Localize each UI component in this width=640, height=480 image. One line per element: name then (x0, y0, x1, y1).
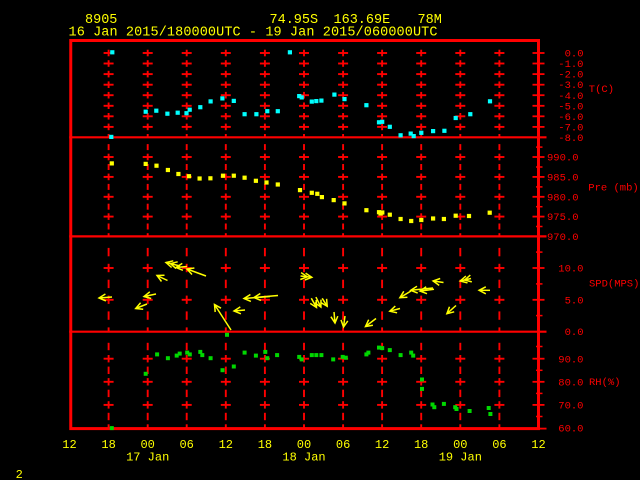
svg-text:-8.0: -8.0 (558, 133, 583, 145)
svg-text:-7.0: -7.0 (558, 123, 583, 135)
svg-text:163.69E: 163.69E (334, 13, 391, 28)
svg-text:5.0: 5.0 (565, 295, 584, 307)
svg-text:06: 06 (492, 438, 506, 452)
svg-text:80.0: 80.0 (558, 377, 583, 389)
svg-text:18: 18 (101, 438, 115, 452)
svg-text:T(C): T(C) (589, 84, 614, 96)
svg-text:17 Jan: 17 Jan (126, 450, 169, 464)
svg-text:18 Jan: 18 Jan (282, 450, 325, 464)
svg-text:74.95S: 74.95S (270, 13, 319, 28)
svg-text:-6.0: -6.0 (558, 112, 583, 124)
svg-text:12: 12 (62, 438, 76, 452)
svg-text:970.0: 970.0 (547, 232, 579, 244)
svg-text:980.0: 980.0 (547, 192, 579, 204)
svg-text:Pre (mb): Pre (mb) (588, 182, 638, 194)
svg-text:12: 12 (531, 438, 545, 452)
svg-text:18: 18 (414, 438, 428, 452)
svg-text:00: 00 (297, 438, 311, 452)
svg-text:00: 00 (453, 438, 467, 452)
svg-text:16 Jan 2015/180000UTC - 19 Jan: 16 Jan 2015/180000UTC - 19 Jan 2015/0600… (69, 26, 438, 41)
svg-text:975.0: 975.0 (547, 212, 579, 224)
svg-text:RH(%): RH(%) (589, 377, 621, 389)
svg-text:06: 06 (179, 438, 193, 452)
svg-text:90.0: 90.0 (558, 354, 583, 366)
svg-text:985.0: 985.0 (547, 173, 579, 185)
svg-text:-3.0: -3.0 (558, 80, 583, 92)
svg-text:-2.0: -2.0 (558, 70, 583, 82)
svg-text:10.0: 10.0 (558, 264, 583, 276)
svg-text:18: 18 (258, 438, 272, 452)
svg-text:70.0: 70.0 (558, 401, 583, 413)
svg-text:2: 2 (16, 468, 23, 480)
svg-text:-5.0: -5.0 (558, 101, 583, 113)
svg-text:0.0: 0.0 (565, 327, 584, 339)
svg-text:60.0: 60.0 (558, 424, 583, 436)
svg-text:0.0: 0.0 (565, 49, 584, 61)
svg-text:SPD(MPS): SPD(MPS) (589, 279, 639, 291)
svg-text:-1.0: -1.0 (558, 59, 583, 71)
svg-text:12: 12 (375, 438, 389, 452)
svg-text:06: 06 (336, 438, 350, 452)
svg-text:12: 12 (219, 438, 233, 452)
svg-text:00: 00 (140, 438, 154, 452)
svg-text:990.0: 990.0 (547, 153, 579, 165)
svg-text:-4.0: -4.0 (558, 91, 583, 103)
svg-text:78M: 78M (418, 13, 442, 28)
svg-text:19 Jan: 19 Jan (439, 450, 482, 464)
svg-text:8905: 8905 (85, 13, 117, 28)
